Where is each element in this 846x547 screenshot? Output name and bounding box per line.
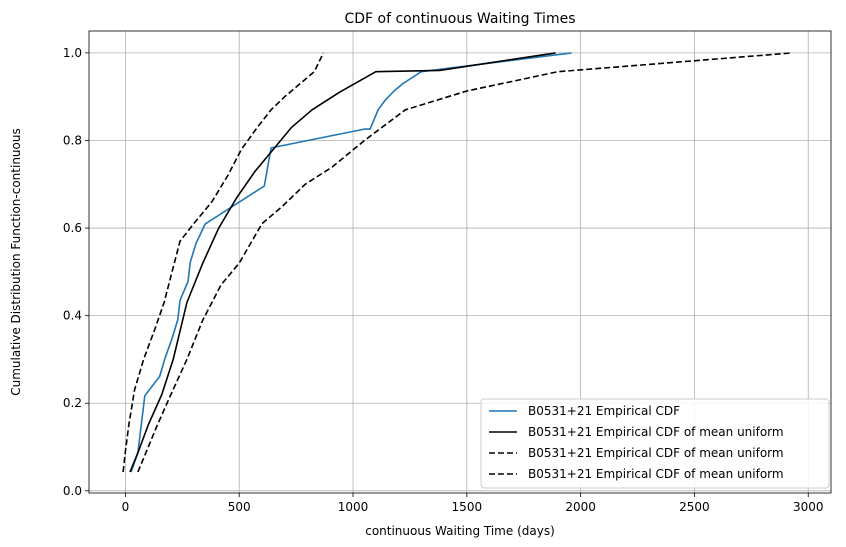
legend: B0531+21 Empirical CDF B0531+21 Empirical… <box>480 398 830 489</box>
y-axis-label: Cumulative Distribution Function-continu… <box>9 128 23 396</box>
x-axis: 0 500 1000 1500 2000 2500 3000 <box>122 493 824 514</box>
series-layer <box>122 52 793 473</box>
legend-entry-2: B0531+21 Empirical CDF of mean uniform <box>528 425 784 439</box>
x-tick-label: 0 <box>122 500 130 514</box>
series-line-4 <box>137 52 793 473</box>
x-tick-label: 2000 <box>565 500 596 514</box>
y-tick-label: 0.4 <box>63 309 82 323</box>
y-tick-label: 0.8 <box>63 133 82 147</box>
x-tick-label: 1000 <box>338 500 369 514</box>
legend-entry-4: B0531+21 Empirical CDF of mean uniform <box>528 467 784 481</box>
y-tick-label: 0.2 <box>63 396 82 410</box>
y-tick-label: 0.0 <box>63 484 82 498</box>
chart-title: CDF of continuous Waiting Times <box>344 11 575 27</box>
y-axis: 0.0 0.2 0.4 0.6 0.8 1.0 <box>63 46 89 498</box>
y-tick-label: 0.6 <box>63 221 82 235</box>
series-line-3 <box>122 52 325 473</box>
y-tick-label: 1.0 <box>63 46 82 60</box>
legend-box <box>480 398 830 489</box>
x-axis-label: continuous Waiting Time (days) <box>365 524 555 538</box>
x-tick-label: 3000 <box>793 500 824 514</box>
legend-entry-1: B0531+21 Empirical CDF <box>528 404 680 418</box>
x-tick-label: 500 <box>228 500 251 514</box>
x-tick-label: 1500 <box>452 500 483 514</box>
plot-frame <box>88 30 832 494</box>
series-line-1 <box>130 52 572 473</box>
x-tick-label: 2500 <box>679 500 710 514</box>
series-line-2 <box>129 52 556 473</box>
legend-entry-3: B0531+21 Empirical CDF of mean uniform <box>528 446 784 460</box>
